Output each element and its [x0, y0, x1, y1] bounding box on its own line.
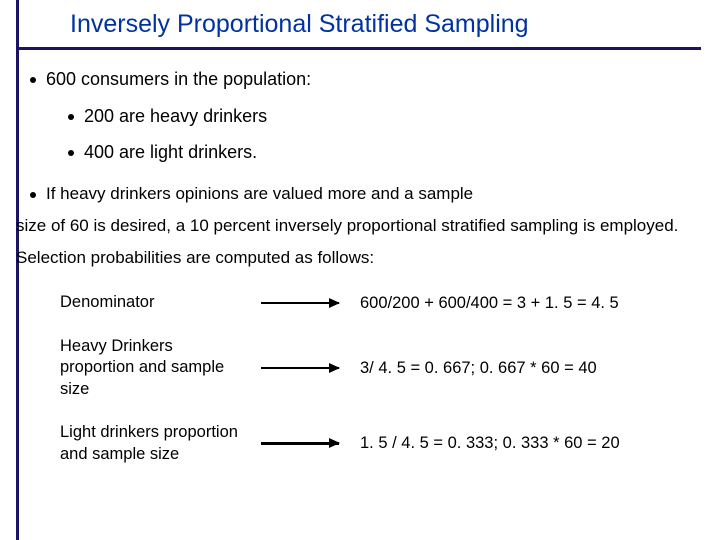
bullet-icon: [30, 192, 36, 198]
arrow-icon: [261, 367, 339, 370]
title-underline: [19, 47, 701, 50]
bullet-sub-2: 400 are light drinkers.: [68, 141, 700, 164]
explanation-paragraph: If heavy drinkers opinions are valued mo…: [30, 178, 700, 275]
bullet-icon: [30, 77, 36, 83]
bullet-sub-1: 200 are heavy drinkers: [68, 105, 700, 128]
bullet-icon: [68, 150, 74, 156]
arrow-icon: [261, 442, 339, 445]
calculation-table: Denominator 600/200 + 600/400 = 3 + 1. 5…: [60, 292, 700, 465]
bullet-sub-2-text: 400 are light drinkers.: [84, 141, 257, 164]
table-row: Light drinkers proportion and sample siz…: [60, 422, 700, 465]
slide-content: 600 consumers in the population: 200 are…: [30, 68, 700, 465]
bullet-icon: [68, 114, 74, 120]
calc-value-denominator: 600/200 + 600/400 = 3 + 1. 5 = 4. 5: [360, 293, 700, 314]
calc-label-light: Light drinkers proportion and sample siz…: [60, 422, 240, 465]
arrow-icon: [261, 302, 339, 305]
calc-label-heavy: Heavy Drinkers proportion and sample siz…: [60, 336, 240, 400]
calc-value-heavy: 3/ 4. 5 = 0. 667; 0. 667 * 60 = 40: [360, 358, 700, 379]
slide-title: Inversely Proportional Stratified Sampli…: [70, 10, 529, 39]
bullet-sub-1-text: 200 are heavy drinkers: [84, 105, 267, 128]
calc-label-denominator: Denominator: [60, 292, 240, 313]
table-row: Heavy Drinkers proportion and sample siz…: [60, 336, 700, 400]
bullet-main-text: 600 consumers in the population:: [46, 68, 311, 91]
calc-value-light: 1. 5 / 4. 5 = 0. 333; 0. 333 * 60 = 20: [360, 433, 700, 454]
paragraph-rest: size of 60 is desired, a 10 percent inve…: [16, 210, 700, 275]
bullet-main: 600 consumers in the population:: [30, 68, 700, 91]
table-row: Denominator 600/200 + 600/400 = 3 + 1. 5…: [60, 292, 700, 313]
paragraph-lead: If heavy drinkers opinions are valued mo…: [46, 178, 473, 210]
